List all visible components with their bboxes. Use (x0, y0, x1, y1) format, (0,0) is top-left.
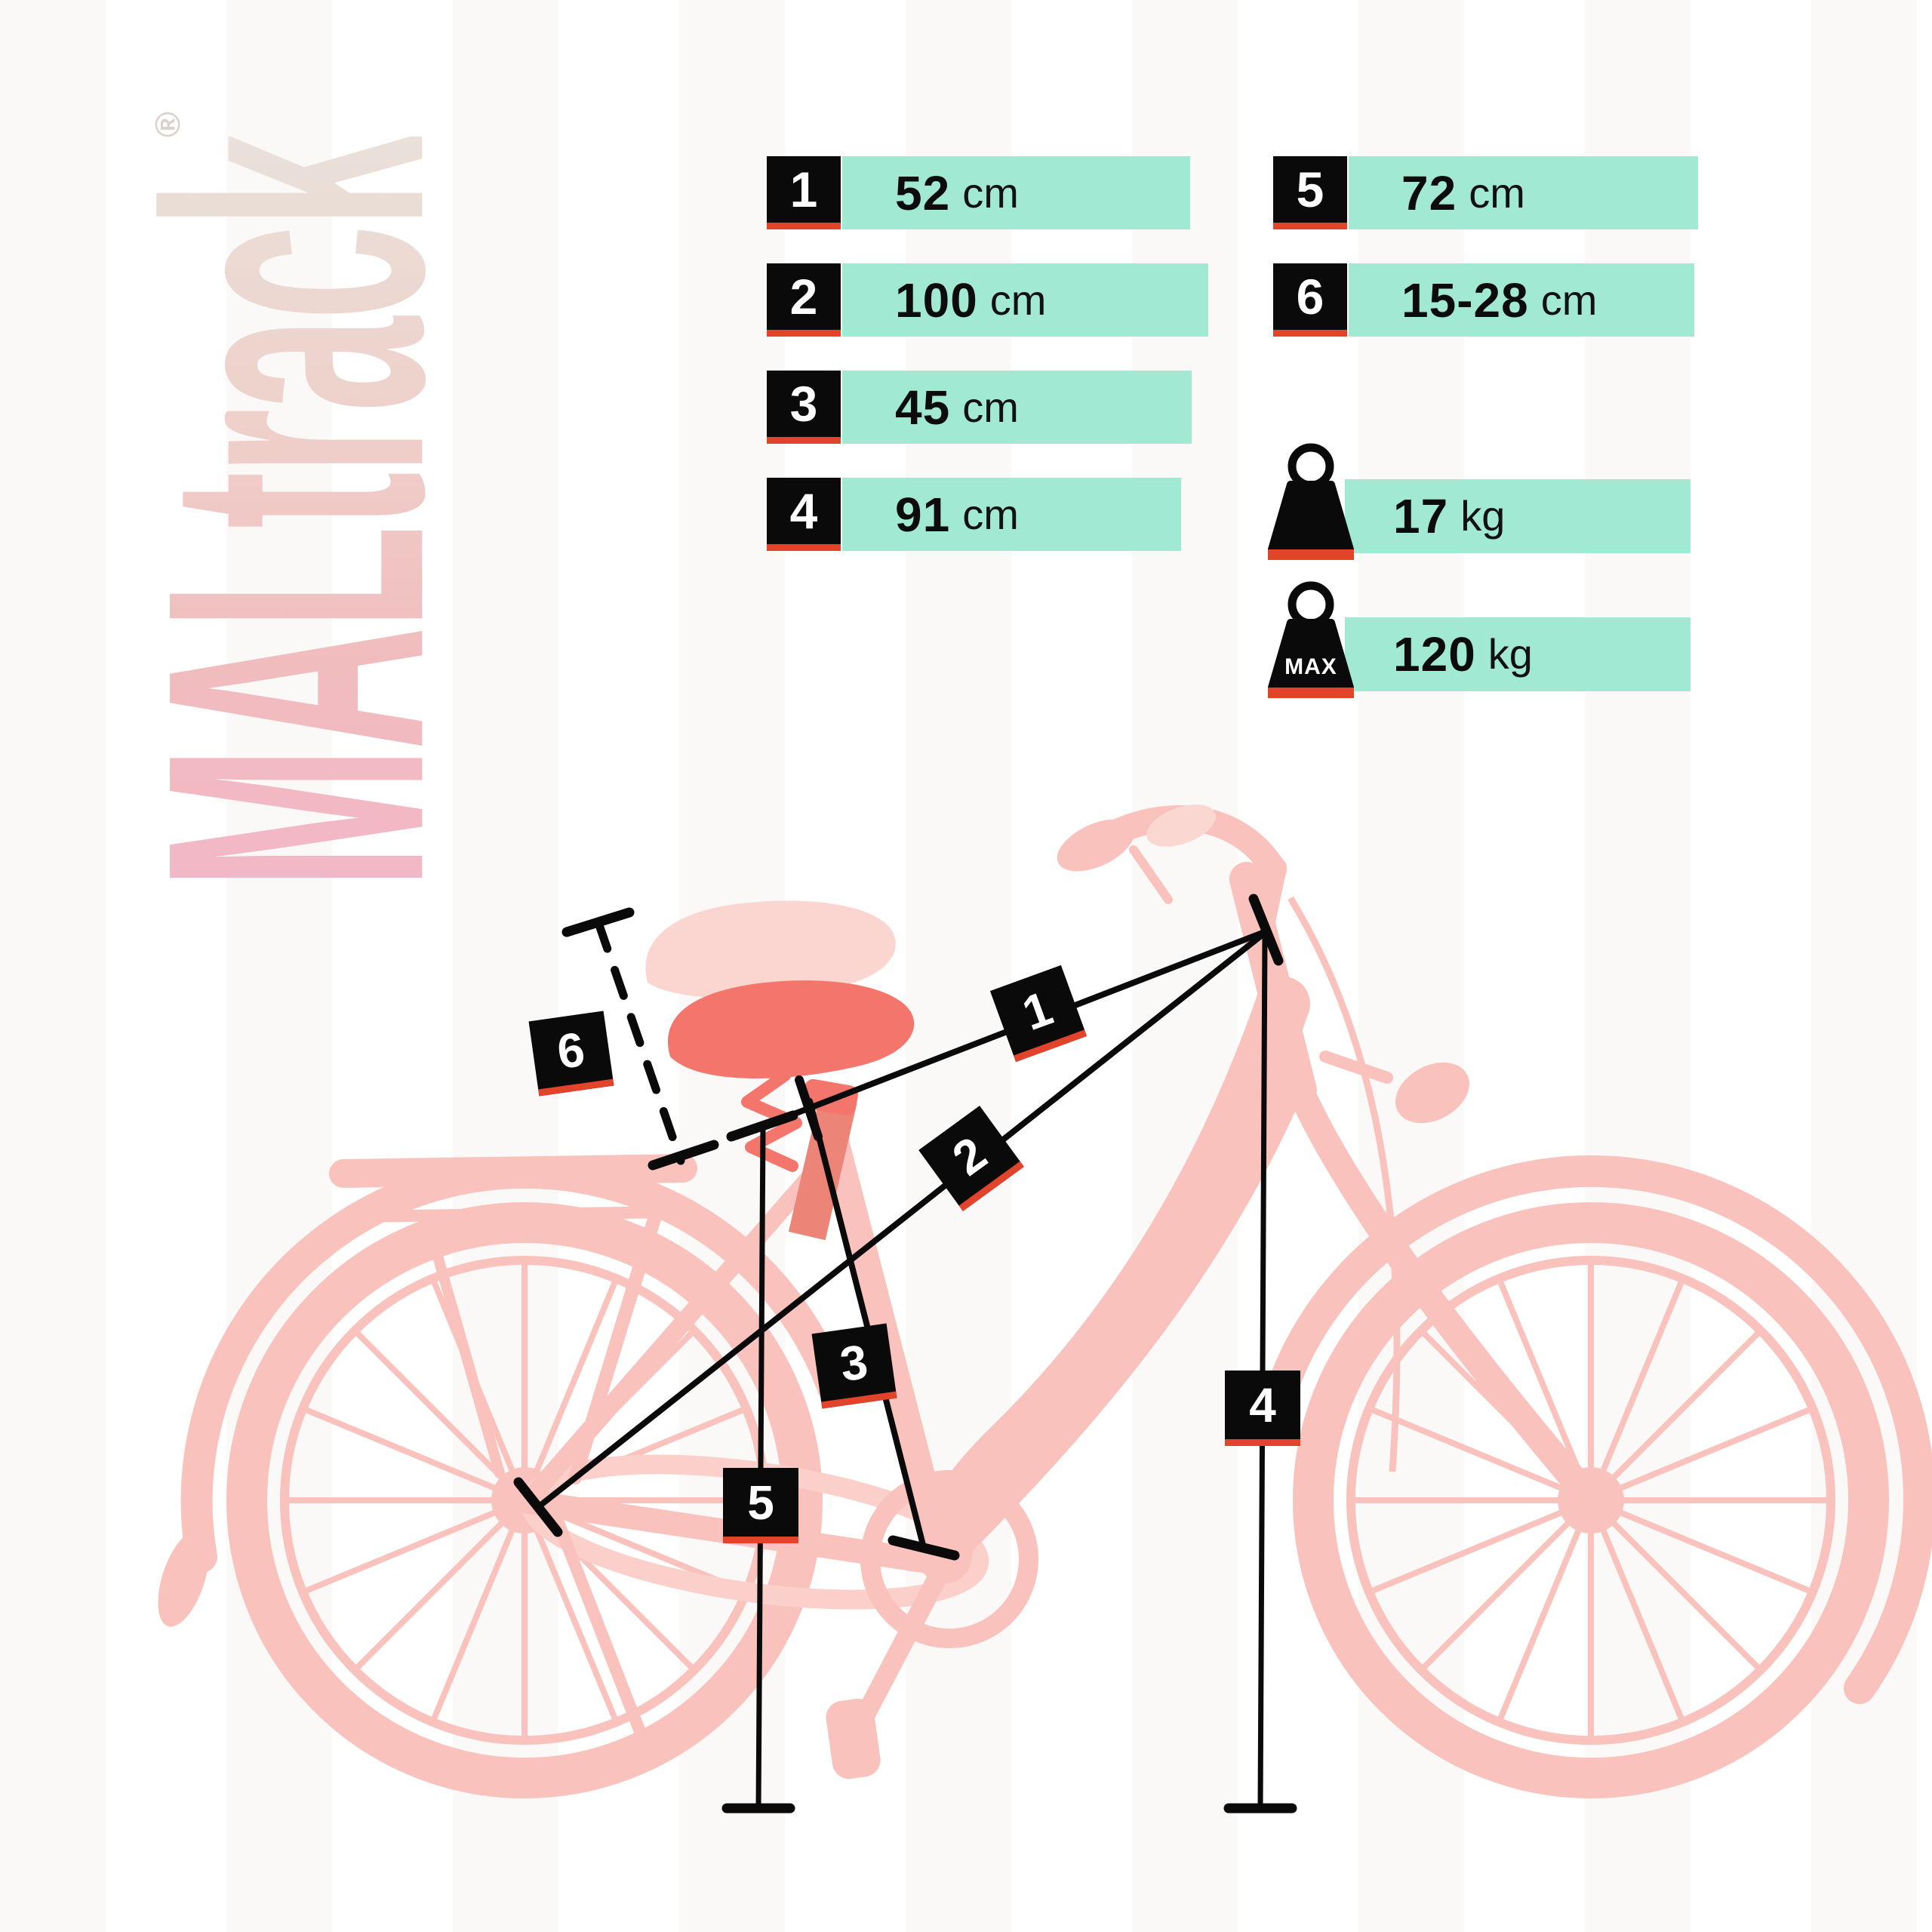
legend-row-2: 2 100 cm (767, 263, 1208, 337)
legend-number: 2 (789, 269, 818, 325)
handlebar (1057, 804, 1287, 943)
measurement-unit: cm (962, 168, 1019, 217)
legend-badge-3: 3 (767, 371, 841, 444)
marker-number: 3 (836, 1334, 872, 1392)
brand-logo-text: MALtrack (85, 137, 507, 889)
legend-row-4: 4 91 cm (767, 478, 1181, 551)
marker-number: 2 (942, 1125, 996, 1186)
legend-bar: 45 cm (842, 371, 1192, 444)
legend-number: 5 (1296, 162, 1324, 217)
diagram-marker-5: 5 (723, 1468, 798, 1543)
marker-number: 5 (747, 1475, 774, 1530)
brand-logo: MALtrack (91, 106, 501, 921)
legend-bar: 52 cm (842, 156, 1190, 229)
measurement-unit: cm (962, 383, 1019, 431)
marker-number: 1 (1015, 980, 1060, 1041)
measurement-value: 100 (895, 272, 978, 328)
bike-weight-unit: kg (1460, 492, 1506, 540)
measurement-unit: cm (1540, 275, 1598, 324)
legend-row-3: 3 45 cm (767, 371, 1192, 444)
measurement-unit: cm (962, 490, 1019, 538)
front-wheel (1313, 1223, 1869, 1778)
seat-post (788, 1095, 857, 1241)
measurement-value: 15-28 (1401, 272, 1529, 328)
pedal-crank (826, 1549, 957, 1780)
diagram-marker-1: 1 (989, 964, 1088, 1063)
headlight (1319, 1051, 1469, 1124)
rear-rack (329, 1154, 697, 1484)
weight-icon (1268, 443, 1354, 560)
legend-badge-2: 2 (767, 263, 841, 337)
legend-row-1: 1 52 cm (767, 156, 1190, 229)
legend-badge-5: 5 (1273, 156, 1347, 229)
legend-badge-1: 1 (767, 156, 841, 229)
max-weight-icon: MAX (1268, 581, 1354, 698)
legend-badge-6: 6 (1273, 263, 1347, 337)
fenders (158, 1155, 1932, 1704)
measurement-value: 72 (1401, 165, 1457, 220)
legend-row-6: 6 15-28 cm (1273, 263, 1694, 337)
max-badge: MAX (1284, 654, 1337, 679)
legend-badge-4: 4 (767, 478, 841, 551)
legend-bar: 15-28 cm (1349, 263, 1694, 337)
brake-cable (1287, 896, 1401, 1472)
max-load-value: 120 (1393, 627, 1476, 681)
rear-wheel (247, 1223, 802, 1778)
legend-number: 6 (1296, 269, 1324, 325)
marker-number: 6 (553, 1021, 589, 1079)
legend-number: 3 (789, 376, 818, 432)
measurement-unit: cm (1469, 168, 1525, 217)
diagram-marker-4: 4 (1225, 1371, 1300, 1446)
legend-number: 1 (789, 162, 818, 217)
bike-weight-value: 17 (1393, 489, 1449, 543)
diagram-marker-6: 6 (528, 1011, 614, 1097)
saddle (667, 980, 915, 1172)
legend-bar: 91 cm (842, 478, 1181, 551)
legend-row-5: 5 72 cm (1273, 156, 1698, 229)
measurement-unit: cm (989, 275, 1047, 324)
diagram-marker-3: 3 (811, 1323, 897, 1409)
measurement-value: 52 (895, 165, 951, 220)
legend-number: 4 (789, 483, 818, 539)
measurement-value: 91 (895, 487, 951, 542)
saddle-raised-ghost (645, 900, 896, 1060)
diagram-marker-2: 2 (918, 1106, 1024, 1211)
marker-number: 4 (1249, 1377, 1276, 1432)
max-load-row: 120 kg (1345, 617, 1690, 691)
measurement-value: 45 (895, 380, 951, 435)
measurement-lines (513, 894, 1297, 1814)
legend-bar: 100 cm (842, 263, 1208, 337)
bike-weight-row: 17 kg (1345, 479, 1690, 553)
max-load-unit: kg (1487, 630, 1533, 678)
legend-bar: 72 cm (1349, 156, 1698, 229)
